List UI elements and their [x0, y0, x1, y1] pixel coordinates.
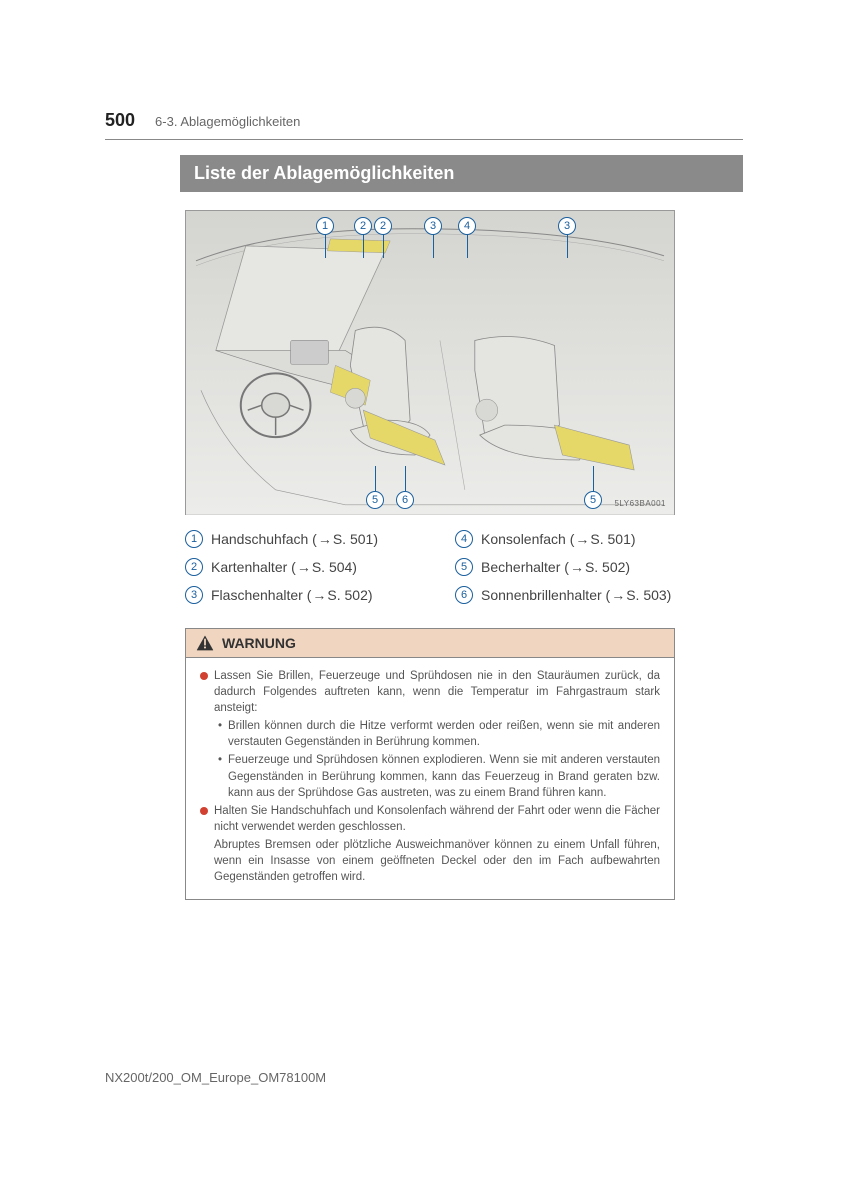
callout-line	[567, 233, 568, 258]
callout-circle: 3	[558, 217, 576, 235]
warning-text: Halten Sie Handschuhfach und Konsolenfac…	[214, 803, 660, 835]
legend-label: Kartenhalter (→S. 504)	[211, 559, 357, 575]
callout-circle: 3	[424, 217, 442, 235]
callout-line	[467, 233, 468, 258]
legend-label: Konsolenfach (→S. 501)	[481, 531, 636, 547]
legend-label: Sonnenbrillenhalter (→S. 503)	[481, 587, 671, 603]
footer-document-code: NX200t/200_OM_Europe_OM78100M	[105, 1070, 326, 1085]
red-bullet-icon	[200, 672, 208, 680]
warning-bullet-item: Lassen Sie Brillen, Feuerzeuge und Sprüh…	[200, 668, 660, 716]
legend-item: 2 Kartenhalter (→S. 504)	[185, 558, 425, 576]
warning-text: Abruptes Bremsen oder plötzliche Ausweic…	[214, 837, 660, 885]
legend-item: 5 Becherhalter (→S. 502)	[455, 558, 695, 576]
legend-number-circle: 2	[185, 558, 203, 576]
callout-line	[405, 466, 406, 491]
callout-line	[593, 466, 594, 491]
warning-sub-item: •Brillen können durch die Hitze verformt…	[218, 718, 660, 750]
callout-circle: 2	[374, 217, 392, 235]
callout-circle: 1	[316, 217, 334, 235]
warning-title: WARNUNG	[222, 635, 296, 651]
section-title: Liste der Ablagemöglichkeiten	[180, 155, 743, 192]
legend-item: 3 Flaschenhalter (→S. 502)	[185, 586, 425, 604]
callout-circle: 5	[584, 491, 602, 509]
warning-sub-item: •Feuerzeuge und Sprühdosen können explod…	[218, 752, 660, 800]
callout-circle: 2	[354, 217, 372, 235]
callout-line	[325, 233, 326, 258]
warning-text: Feuerzeuge und Sprühdosen können explodi…	[228, 752, 660, 800]
callout-line	[383, 233, 384, 258]
section-path: 6-3. Ablagemöglichkeiten	[155, 114, 300, 129]
callout-line	[433, 233, 434, 258]
warning-bullet-item: Halten Sie Handschuhfach und Konsolenfac…	[200, 803, 660, 835]
interior-diagram: 122343 565 5LY63BA001	[185, 210, 675, 515]
warning-header: WARNUNG	[186, 629, 674, 658]
legend-number-circle: 6	[455, 586, 473, 604]
sub-bullet-icon: •	[218, 752, 222, 800]
warning-text: Brillen können durch die Hitze verformt …	[228, 718, 660, 750]
warning-box: WARNUNG Lassen Sie Brillen, Feuerzeuge u…	[185, 628, 675, 900]
callout-line	[363, 233, 364, 258]
callout-circle: 4	[458, 217, 476, 235]
legend-item: 1 Handschuhfach (→S. 501)	[185, 530, 425, 548]
warning-text: Lassen Sie Brillen, Feuerzeuge und Sprüh…	[214, 668, 660, 716]
legend-number-circle: 4	[455, 530, 473, 548]
legend-label: Handschuhfach (→S. 501)	[211, 531, 378, 547]
legend-number-circle: 3	[185, 586, 203, 604]
callout-circle: 6	[396, 491, 414, 509]
legend-number-circle: 5	[455, 558, 473, 576]
red-bullet-icon	[200, 807, 208, 815]
legend-item: 4 Konsolenfach (→S. 501)	[455, 530, 695, 548]
car-interior-illustration	[186, 211, 674, 515]
diagram-code: 5LY63BA001	[614, 499, 666, 508]
legend-number-circle: 1	[185, 530, 203, 548]
page-header: 500 6-3. Ablagemöglichkeiten	[105, 110, 743, 140]
callout-line	[375, 466, 376, 491]
callout-circle: 5	[366, 491, 384, 509]
legend-label: Becherhalter (→S. 502)	[481, 559, 630, 575]
page-number: 500	[105, 110, 135, 131]
sub-bullet-icon: •	[218, 718, 222, 750]
legend-label: Flaschenhalter (→S. 502)	[211, 587, 373, 603]
legend-item: 6 Sonnenbrillenhalter (→S. 503)	[455, 586, 695, 604]
warning-triangle-icon	[196, 635, 214, 651]
legend-list: 1 Handschuhfach (→S. 501) 4 Konsolenfach (→…	[185, 530, 695, 604]
warning-body: Lassen Sie Brillen, Feuerzeuge und Sprüh…	[186, 658, 674, 899]
